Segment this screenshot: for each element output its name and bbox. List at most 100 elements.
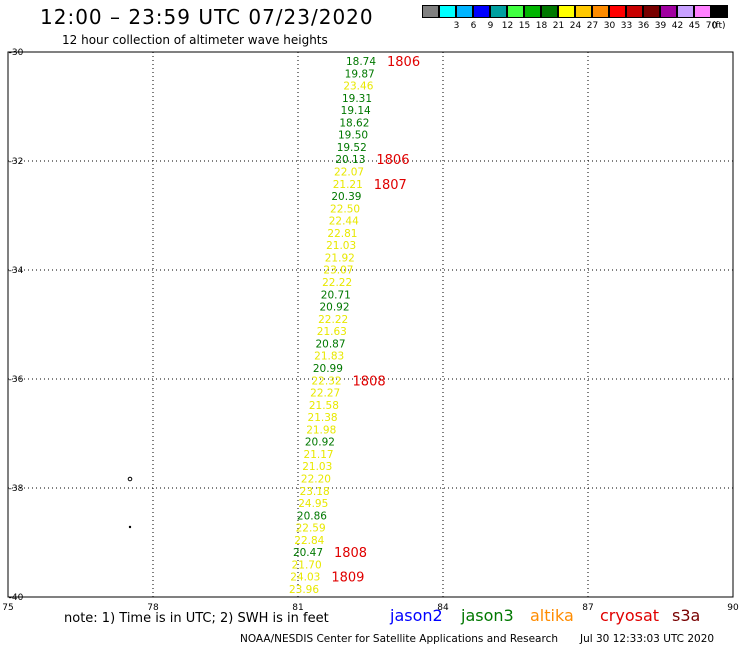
wave-height-value: 20.99 [313,363,343,375]
legend-level: 12 [501,21,514,31]
island-marker [127,476,133,482]
wave-height-value: 18.62 [339,117,369,129]
legend-level: 9 [487,21,494,31]
wave-height-value: 20.71 [321,289,351,301]
page-subtitle: 12 hour collection of altimeter wave hei… [62,33,328,47]
page-title: 12:00 – 23:59 UTC 07/23/2020 [40,5,374,29]
legend-swatch [524,5,541,18]
wave-height-value: 18.74 [346,56,376,68]
wave-height-value: 22.81 [327,228,357,240]
wave-height-value: 19.50 [338,130,368,142]
legend-swatch [660,5,677,18]
wave-height-value: 19.87 [345,68,375,80]
wave-height-value: 21.83 [314,351,344,363]
lat-tick-label: -38 [9,484,24,494]
wave-height-value: 20.13 [335,154,365,166]
wave-height-value: 19.31 [342,93,372,105]
legend-swatch [592,5,609,18]
legend-level: 33 [620,21,633,31]
legend-level: 3 [453,21,460,31]
wave-height-value: 23.18 [300,486,330,498]
lon-tick-label: 75 [2,603,13,613]
wave-height-value: 22.32 [312,375,342,387]
time-tag: 1807 [374,178,407,193]
lat-tick-label: -30 [9,48,24,58]
island-marker [128,525,132,529]
satellite-label: jason2 [390,606,443,625]
time-tag: 1806 [387,55,420,70]
time-tag: 1806 [376,153,409,168]
lon-tick-label: 84 [437,603,449,613]
wave-height-value: 20.92 [305,437,335,449]
wave-height-value: 21.98 [306,424,336,436]
map-frame [7,51,734,598]
generated-timestamp: Jul 30 12:33:03 UTC 2020 [580,633,715,645]
legend-swatch [643,5,660,18]
wave-height-value: 21.63 [317,326,347,338]
satellite-label: s3a [672,606,701,625]
lon-tick-label: 78 [147,603,159,613]
wave-height-value: 22.22 [322,277,352,289]
wave-height-value: 21.17 [304,449,334,461]
satellite-label: altika [530,606,574,625]
wave-height-value: 22.22 [318,314,348,326]
lon-tick-label: 81 [292,603,303,613]
time-tag: 1809 [331,571,364,586]
time-tag: 1808 [334,546,367,561]
wave-height-value: 22.20 [301,473,331,485]
wave-height-value: 22.50 [330,203,360,215]
wave-height-value: 21.38 [308,412,338,424]
wave-height-value: 24.95 [298,498,328,510]
legend-swatch [439,5,456,18]
legend-swatch [473,5,490,18]
legend-swatch [694,5,711,18]
lon-tick-label: 87 [582,603,593,613]
wave-height-value: 23.46 [343,81,373,93]
wave-height-value: 21.58 [309,400,339,412]
legend-level: 45 [688,21,701,31]
lat-tick-label: -36 [9,375,24,385]
legend-swatch [575,5,592,18]
footnote: note: 1) Time is in UTC; 2) SWH is in fe… [64,611,329,626]
legend-level: 27 [586,21,599,31]
legend-level: 21 [552,21,565,31]
wave-height-value: 22.84 [294,535,324,547]
legend-swatch [558,5,575,18]
legend-swatch [490,5,507,18]
wave-height-value: 21.03 [302,461,332,473]
legend-unit: (ft) [712,21,726,31]
legend-swatch [541,5,558,18]
legend-swatch [422,5,439,18]
credit-text: NOAA/NESDIS Center for Satellite Applica… [240,633,558,645]
legend-level: 70 [705,21,718,31]
legend-swatch [711,5,728,18]
wave-height-value: 20.87 [315,338,345,350]
satellite-label: cryosat [600,606,660,625]
legend-level: 30 [603,21,616,31]
legend-swatch [626,5,643,18]
wave-height-value: 20.47 [293,547,323,559]
wave-height-value: 22.44 [329,216,359,228]
wave-height-value: 23.07 [323,265,353,277]
legend-swatch [456,5,473,18]
wave-height-value: 21.03 [326,240,356,252]
wave-height-value: 21.21 [333,179,363,191]
legend-level: 24 [569,21,582,31]
lat-tick-label: -34 [9,266,24,276]
wave-height-value: 20.92 [319,302,349,314]
wave-height-value: 22.27 [310,388,340,400]
satellite-label: jason3 [461,606,514,625]
wave-height-value: 22.59 [296,523,326,535]
legend-swatch [507,5,524,18]
lat-tick-label: -32 [9,157,24,167]
legend-level: 18 [535,21,548,31]
wave-height-value: 19.14 [341,105,371,117]
wave-height-value: 23.96 [289,584,319,596]
legend-level: 42 [671,21,684,31]
wave-height-value: 21.70 [292,559,322,571]
wave-height-value: 20.86 [297,510,327,522]
legend-swatch [677,5,694,18]
legend-level: 36 [637,21,650,31]
legend-level: 6 [470,21,477,31]
